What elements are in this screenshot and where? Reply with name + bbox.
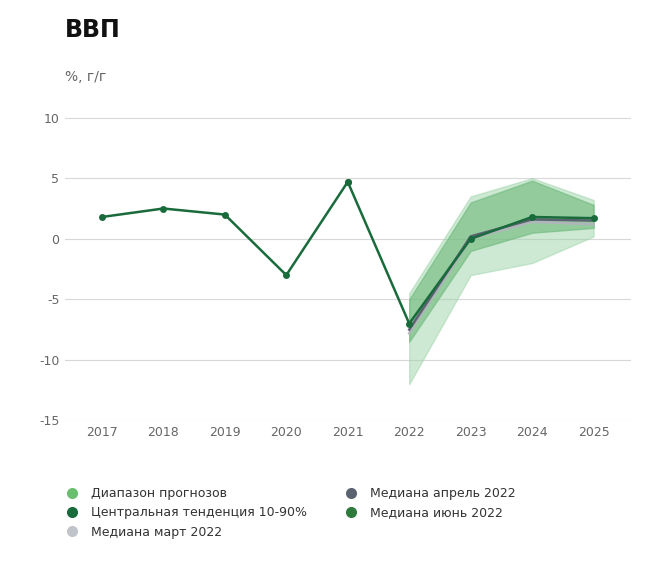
Text: %, г/г: %, г/г	[65, 70, 106, 84]
Legend: Диапазон прогнозов, Центральная тенденция 10-90%, Медиана март 2022, Медиана апр: Диапазон прогнозов, Центральная тенденци…	[60, 487, 515, 538]
Text: ВВП: ВВП	[65, 18, 121, 41]
